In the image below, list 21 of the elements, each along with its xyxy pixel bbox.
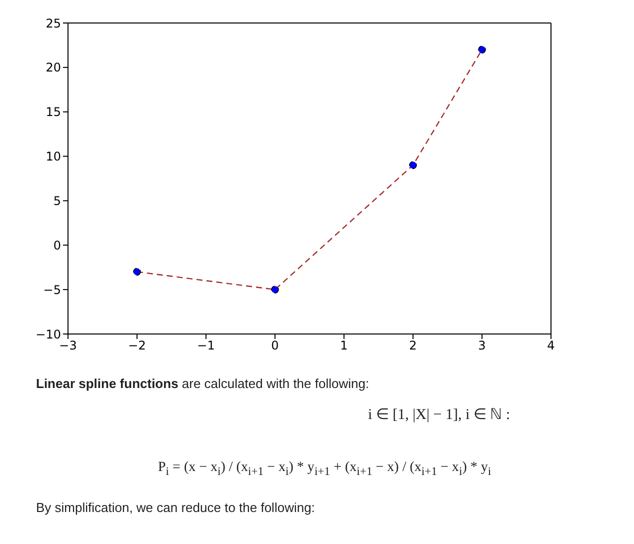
y-tick-label: −5 [43,282,61,297]
y-tick-label: 20 [46,60,61,75]
y-tick-label: 25 [46,16,61,30]
x-tick-label: 2 [409,338,417,353]
x-tick-label: −3 [59,338,77,353]
y-tick-label: 0 [53,238,61,252]
y-tick-label: 10 [46,150,61,164]
text: By simplification, we can reduce to the following: [36,500,316,515]
x-tick-label: 1 [340,338,348,353]
x-tick-label: −2 [128,338,146,353]
x-tick-label: 4 [547,338,555,353]
y-tick-label: 15 [46,105,61,120]
x-tick-label: −1 [197,338,215,353]
text: are calculated with the following: [182,376,370,391]
x-tick-label: 0 [271,338,279,353]
x-tick-label: 3 [478,338,486,353]
y-tick-label: −10 [36,327,61,342]
text: P$_{i}$ = (x − x$_{i}$) / (x$_{i+1}$ − x$_{i}$) * y$_{i+1}$ + (x$_{i+1}$ − x) / (x$_{i+1}$ − x$_{i}$) * y$_{i}$ [158,460,492,478]
text: Linear spline functions [36,376,178,391]
text: i ∈ [1, |X| − 1], i ∈ ℕ : [368,406,512,424]
y-tick-label: 5 [53,194,61,208]
